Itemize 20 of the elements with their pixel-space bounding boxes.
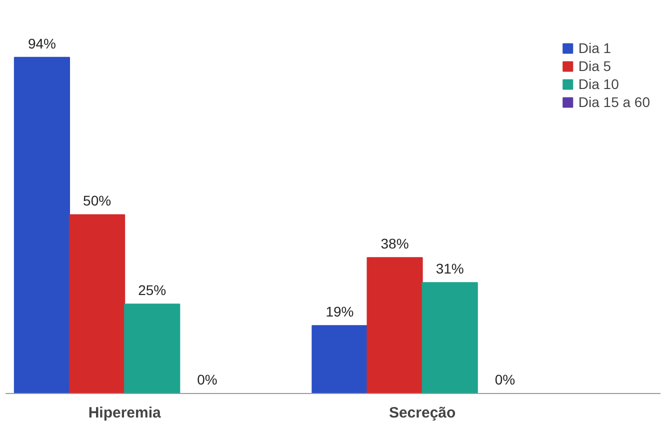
legend-label: Dia 1 [578, 40, 612, 56]
x-tick-label: Secreção [388, 404, 456, 422]
bar [422, 282, 478, 394]
data-label: 0% [494, 372, 516, 388]
data-label: 31% [436, 260, 464, 277]
legend-label: Dia 15 a 60 [578, 94, 650, 110]
bar [366, 257, 423, 394]
x-tick-label: Hiperemia [88, 404, 162, 422]
bar [69, 214, 126, 394]
bar [124, 304, 180, 394]
data-label: 25% [138, 282, 166, 298]
data-label: 38% [380, 236, 409, 252]
bar [14, 56, 70, 394]
data-label: 19% [326, 304, 354, 320]
bar [312, 325, 368, 394]
data-label: 0% [197, 372, 218, 388]
legend-label: Dia 5 [578, 58, 612, 74]
data-label: 94% [28, 35, 56, 52]
data-label: 50% [83, 192, 112, 209]
legend-label: Dia 10 [578, 76, 619, 92]
